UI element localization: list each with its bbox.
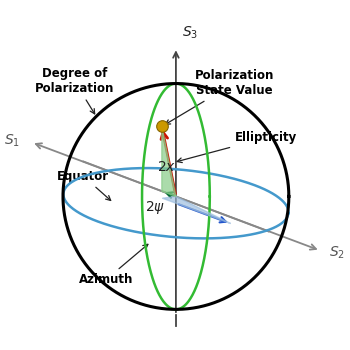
Polygon shape bbox=[162, 126, 176, 196]
Text: Ellipticity: Ellipticity bbox=[177, 131, 298, 163]
Text: Azimuth: Azimuth bbox=[79, 244, 148, 286]
Text: $2x$: $2x$ bbox=[157, 160, 176, 174]
Text: $2\psi$: $2\psi$ bbox=[146, 199, 166, 216]
Text: $S_2$: $S_2$ bbox=[329, 245, 345, 261]
Text: Polarization
State Value: Polarization State Value bbox=[166, 69, 274, 124]
Text: Degree of
Polarization: Degree of Polarization bbox=[35, 67, 114, 114]
Point bbox=[159, 124, 164, 129]
Text: $S_1$: $S_1$ bbox=[4, 133, 20, 149]
Text: Equator: Equator bbox=[57, 170, 111, 201]
Text: $S_3$: $S_3$ bbox=[182, 24, 198, 41]
Polygon shape bbox=[162, 196, 231, 224]
